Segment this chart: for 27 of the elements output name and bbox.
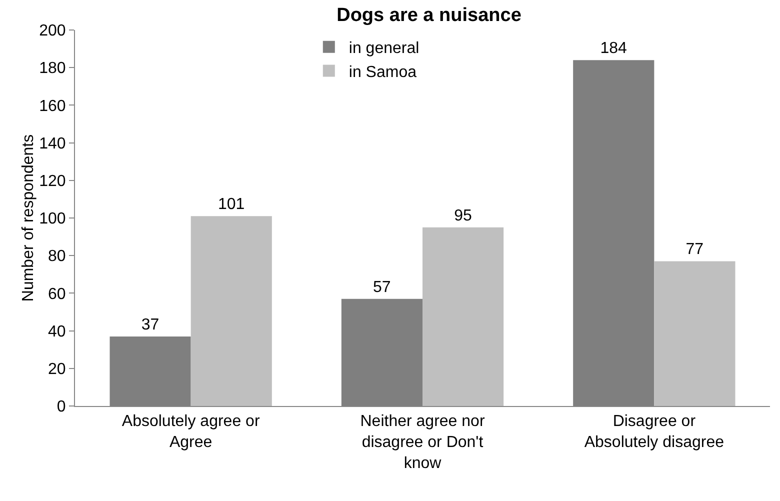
- y-tick-label: 40: [48, 323, 66, 340]
- data-label: 77: [686, 241, 704, 258]
- data-label: 184: [600, 40, 628, 58]
- data-label: 57: [373, 278, 391, 296]
- x-tick-label: Disagree or Absolutely disagree: [584, 413, 724, 451]
- data-label: 101: [218, 196, 245, 214]
- bar: [422, 227, 504, 406]
- y-tick-label: 120: [39, 173, 66, 190]
- chart-title: Dogs are a nuisance: [336, 4, 522, 26]
- x-tick-label: Absolutely agree or Agree: [122, 413, 260, 451]
- y-tick-label: 160: [39, 98, 66, 115]
- y-tick-label: 200: [39, 22, 66, 40]
- x-tick-label: Neither agree nor disagree or Don't know: [360, 413, 486, 472]
- y-axis-title: Number of respondents: [20, 134, 37, 302]
- y-tick-label: 80: [48, 248, 66, 266]
- bar: [654, 261, 736, 406]
- y-tick-label: 180: [39, 60, 66, 78]
- data-label: 37: [141, 316, 160, 334]
- y-tick-label: 60: [48, 286, 66, 303]
- y-tick-label: 140: [39, 135, 66, 152]
- bar: [190, 216, 272, 406]
- data-label: 95: [454, 207, 472, 224]
- legend-label: in general: [348, 40, 420, 58]
- y-tick-label: 100: [39, 210, 66, 228]
- legend-label: in Samoa: [348, 64, 417, 81]
- y-tick-label: 20: [48, 361, 66, 378]
- y-tick-label: 0: [56, 398, 66, 416]
